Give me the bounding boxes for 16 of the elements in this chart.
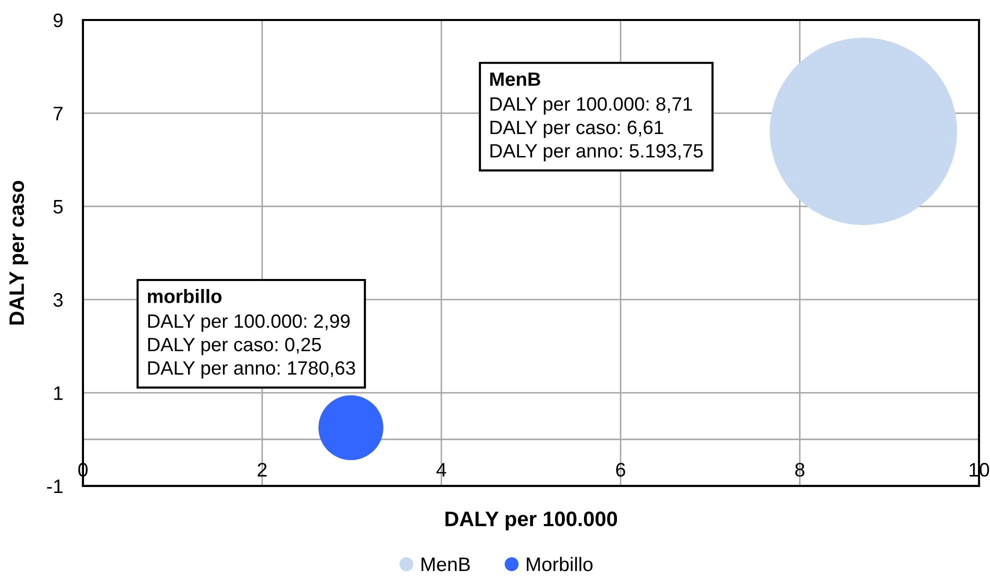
x-tick-label: 6 <box>616 462 626 477</box>
legend-label: Morbillo <box>526 556 593 572</box>
annotation: MenB DALY per 100.000: 8,71 DALY per caso: 6,61 DALY per anno: 5.193,75 <box>490 72 703 162</box>
x-tick-label: 2 <box>258 462 267 476</box>
y-tick-label: -1 <box>47 480 63 494</box>
y-tick-label: 5 <box>53 200 63 214</box>
x-axis-title: DALY per 100.000 <box>446 512 618 530</box>
y-tick-label: 9 <box>54 13 63 28</box>
x-tick-label: 4 <box>436 463 446 476</box>
x-tick-label: 8 <box>795 462 804 477</box>
y-tick-label: 7 <box>54 106 63 120</box>
y-tick-label: 3 <box>53 293 63 307</box>
legend-label: MenB <box>422 558 470 572</box>
y-tick-label: 1 <box>54 386 63 400</box>
y-axis-title: DALY per caso <box>10 180 28 325</box>
annotation: morbillo DALY per 100.000: 2,99 DALY per caso: 0,25 DALY per anno: 1780,63 <box>148 289 356 379</box>
